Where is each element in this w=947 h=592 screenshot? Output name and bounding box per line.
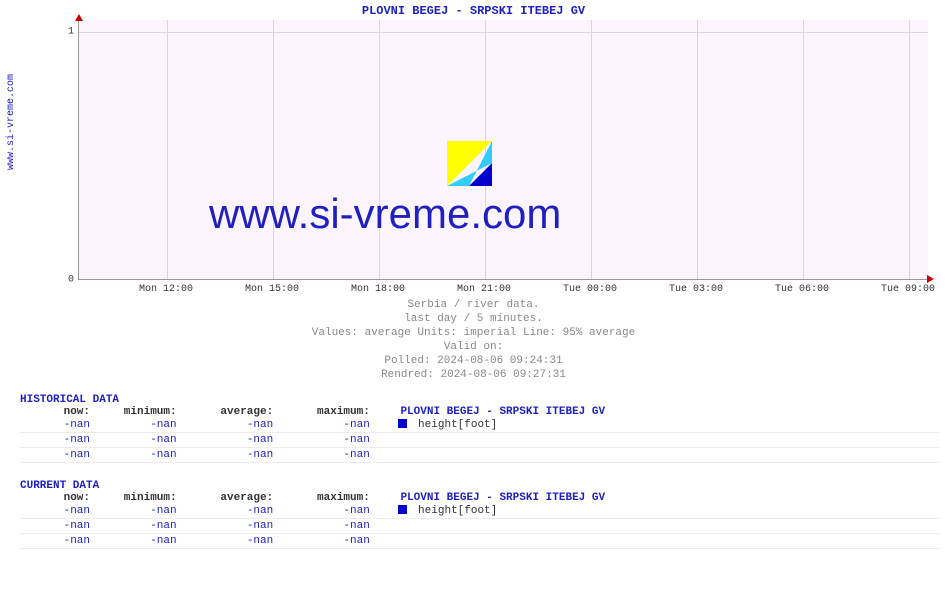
side-watermark: www.si-vreme.com <box>6 74 17 170</box>
legend-swatch-icon <box>398 505 407 514</box>
current-data-section: CURRENT DATA now: minimum: average: maxi… <box>20 478 939 549</box>
x-tick-label: Mon 21:00 <box>457 284 511 295</box>
cell-avg: -nan <box>183 504 273 518</box>
meta-line: Polled: 2024-08-06 09:24:31 <box>0 354 947 368</box>
y-tick-label: 1 <box>58 27 74 38</box>
gridline-v <box>697 20 698 279</box>
col-min: minimum: <box>97 492 177 504</box>
table-row: -nan -nan -nan -nan <box>20 534 939 549</box>
cell-now: -nan <box>20 519 90 533</box>
cell-max: -nan <box>280 418 370 432</box>
gridline-v <box>167 20 168 279</box>
series-label: height[foot] <box>414 505 497 517</box>
y-tick-label: 0 <box>58 275 74 286</box>
x-tick-label: Tue 00:00 <box>563 284 617 295</box>
gridline-v <box>909 20 910 279</box>
cell-avg: -nan <box>183 418 273 432</box>
cell-now: -nan <box>20 534 90 548</box>
chart-area: www.si-vreme.com <box>78 20 928 280</box>
x-tick-label: Tue 06:00 <box>775 284 829 295</box>
x-tick-label: Tue 09:00 <box>881 284 935 295</box>
cell-avg: -nan <box>183 433 273 447</box>
chart-title: PLOVNI BEGEJ - SRPSKI ITEBEJ GV <box>0 4 947 18</box>
col-avg: average: <box>183 406 273 418</box>
cell-max: -nan <box>280 448 370 462</box>
col-now: now: <box>20 492 90 504</box>
chart-plot: www.si-vreme.com <box>78 20 928 280</box>
col-avg: average: <box>183 492 273 504</box>
x-tick-label: Mon 12:00 <box>139 284 193 295</box>
y-axis-arrow-icon <box>75 14 83 21</box>
historical-col-headers: now: minimum: average: maximum: PLOVNI B… <box>20 406 939 418</box>
series-label: height[foot] <box>414 419 497 431</box>
gridline-v <box>379 20 380 279</box>
table-row: -nan -nan -nan -nan <box>20 433 939 448</box>
cell-max: -nan <box>280 519 370 533</box>
meta-line: Values: average Units: imperial Line: 95… <box>0 326 947 340</box>
x-axis-arrow-icon <box>927 275 934 283</box>
table-row: -nan -nan -nan -nan height[foot] <box>20 504 939 519</box>
meta-line: Serbia / river data. <box>0 298 947 312</box>
x-tick-label: Mon 15:00 <box>245 284 299 295</box>
table-row: -nan -nan -nan -nan height[foot] <box>20 418 939 433</box>
chart-meta: Serbia / river data. last day / 5 minute… <box>0 298 947 382</box>
cell-min: -nan <box>97 448 177 462</box>
cell-now: -nan <box>20 418 90 432</box>
cell-min: -nan <box>97 418 177 432</box>
meta-line: Rendred: 2024-08-06 09:27:31 <box>0 368 947 382</box>
cell-min: -nan <box>97 519 177 533</box>
x-tick-label: Mon 18:00 <box>351 284 405 295</box>
cell-min: -nan <box>97 504 177 518</box>
series-name: PLOVNI BEGEJ - SRPSKI ITEBEJ GV <box>376 492 605 504</box>
current-header: CURRENT DATA <box>20 480 939 492</box>
meta-line: Valid on: <box>0 340 947 354</box>
col-now: now: <box>20 406 90 418</box>
cell-now: -nan <box>20 448 90 462</box>
gridline-h <box>79 32 928 33</box>
cell-avg: -nan <box>183 534 273 548</box>
cell-max: -nan <box>280 504 370 518</box>
historical-data-section: HISTORICAL DATA now: minimum: average: m… <box>20 392 939 463</box>
gridline-v <box>591 20 592 279</box>
cell-avg: -nan <box>183 448 273 462</box>
col-max: maximum: <box>280 406 370 418</box>
gridline-v <box>803 20 804 279</box>
cell-min: -nan <box>97 534 177 548</box>
table-row: -nan -nan -nan -nan <box>20 519 939 534</box>
watermark-text: www.si-vreme.com <box>209 190 561 238</box>
cell-max: -nan <box>280 534 370 548</box>
historical-header: HISTORICAL DATA <box>20 394 939 406</box>
legend-swatch-icon <box>398 419 407 428</box>
gridline-v <box>273 20 274 279</box>
cell-max: -nan <box>280 433 370 447</box>
series-name: PLOVNI BEGEJ - SRPSKI ITEBEJ GV <box>376 406 605 418</box>
table-row: -nan -nan -nan -nan <box>20 448 939 463</box>
col-min: minimum: <box>97 406 177 418</box>
watermark-logo-icon <box>447 141 492 186</box>
cell-now: -nan <box>20 433 90 447</box>
current-col-headers: now: minimum: average: maximum: PLOVNI B… <box>20 492 939 504</box>
x-tick-label: Tue 03:00 <box>669 284 723 295</box>
cell-avg: -nan <box>183 519 273 533</box>
meta-line: last day / 5 minutes. <box>0 312 947 326</box>
col-max: maximum: <box>280 492 370 504</box>
cell-min: -nan <box>97 433 177 447</box>
cell-now: -nan <box>20 504 90 518</box>
